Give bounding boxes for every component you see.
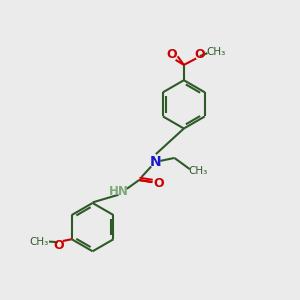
Text: CH₃: CH₃ bbox=[206, 47, 225, 57]
Text: CH₃: CH₃ bbox=[188, 166, 208, 176]
Text: O: O bbox=[53, 238, 64, 252]
Text: O: O bbox=[195, 48, 206, 62]
Text: O: O bbox=[154, 177, 164, 190]
Text: O: O bbox=[167, 48, 177, 61]
Text: N: N bbox=[149, 155, 161, 170]
Text: HN: HN bbox=[109, 185, 129, 198]
Text: CH₃: CH₃ bbox=[30, 237, 49, 247]
